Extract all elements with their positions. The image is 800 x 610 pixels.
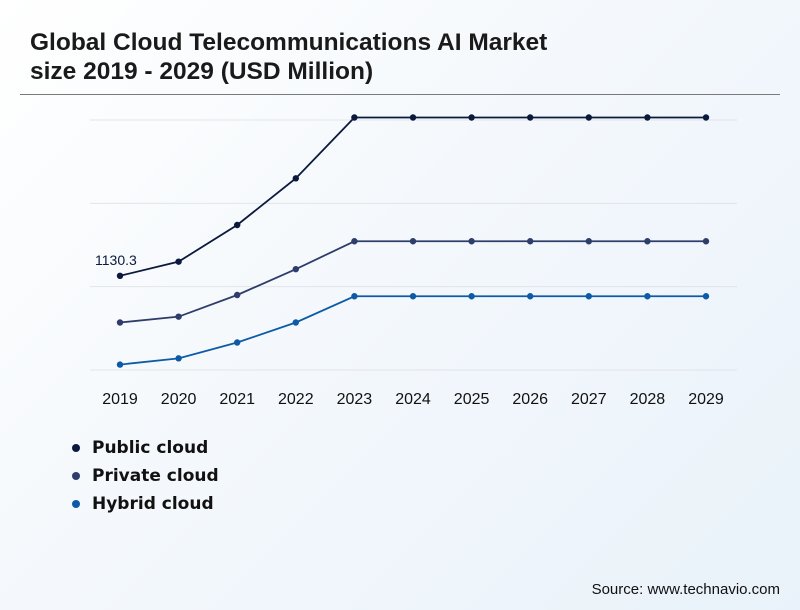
x-tick-label: 2023 [337, 391, 373, 408]
legend-marker-icon [72, 472, 80, 480]
series-line-private-cloud [119, 240, 706, 324]
legend-item: Hybrid cloud [72, 490, 219, 518]
title-divider [20, 94, 780, 95]
data-point-public-cloud [644, 114, 651, 121]
data-point-private-cloud [585, 238, 592, 245]
legend-label: Public cloud [92, 438, 209, 458]
data-point-public-cloud [292, 175, 299, 182]
data-point-public-cloud [175, 258, 182, 265]
data-point-private-cloud [409, 238, 417, 245]
x-tick-label: 2028 [630, 391, 666, 408]
data-point-private-cloud [351, 238, 358, 245]
data-point-hybrid-cloud [468, 293, 475, 300]
data-point-private-cloud [292, 265, 299, 273]
x-tick-label: 2021 [219, 391, 255, 408]
data-point-private-cloud [527, 238, 534, 245]
x-tick-label: 2019 [102, 391, 138, 408]
x-tick-label: 2026 [512, 391, 548, 408]
data-point-public-cloud [468, 114, 475, 121]
data-point-private-cloud [116, 319, 124, 326]
legend-marker-icon [72, 444, 80, 452]
chart-title-line-2: size 2019 - 2029 (USD Million) [30, 58, 374, 85]
data-point-private-cloud [702, 238, 710, 245]
series-line-public-cloud [119, 116, 706, 277]
legend-label: Private cloud [92, 466, 219, 486]
legend-marker-icon [72, 500, 80, 508]
line-chart: 2019 2020 2021 2022 2023 2024 2025 2026 2027 2028… [90, 114, 737, 408]
legend-item: Public cloud [72, 434, 219, 462]
data-point-public-cloud [527, 114, 534, 121]
data-point-public-cloud [234, 221, 241, 229]
data-point-hybrid-cloud [116, 361, 124, 368]
x-tick-label: 2024 [395, 391, 431, 408]
x-tick-label: 2025 [454, 391, 490, 408]
data-point-private-cloud [644, 238, 651, 245]
data-point-hybrid-cloud [409, 293, 417, 300]
data-point-hybrid-cloud [175, 355, 182, 362]
data-point-public-cloud [116, 272, 124, 280]
data-point-hybrid-cloud [702, 293, 710, 300]
data-point-public-cloud [409, 114, 417, 121]
data-point-hybrid-cloud [527, 293, 534, 300]
data-point-public-cloud [585, 114, 592, 121]
data-point-hybrid-cloud [234, 339, 241, 346]
x-tick-label: 2027 [571, 391, 607, 408]
chart-legend: Public cloud Private cloud Hybrid cloud [72, 434, 219, 518]
data-point-hybrid-cloud [644, 293, 651, 300]
x-tick-label: 2029 [688, 391, 724, 408]
legend-label: Hybrid cloud [92, 494, 214, 514]
legend-item: Private cloud [72, 462, 219, 490]
data-point-private-cloud [468, 238, 475, 245]
source-credit: Source: www.technavio.com [591, 581, 780, 598]
data-label: 1130.3 [95, 252, 137, 268]
x-tick-label: 2022 [278, 391, 314, 408]
data-point-hybrid-cloud [351, 293, 358, 300]
data-point-public-cloud [351, 114, 358, 121]
x-tick-label: 2020 [161, 391, 197, 408]
data-point-public-cloud [702, 114, 710, 121]
chart-title-line-1: Global Cloud Telecommunications AI Marke… [30, 29, 548, 56]
chart-title: Global Cloud Telecommunications AI Marke… [30, 28, 730, 86]
data-point-private-cloud [234, 291, 241, 299]
data-point-hybrid-cloud [292, 319, 299, 326]
data-point-hybrid-cloud [585, 293, 592, 300]
data-point-private-cloud [175, 313, 182, 320]
